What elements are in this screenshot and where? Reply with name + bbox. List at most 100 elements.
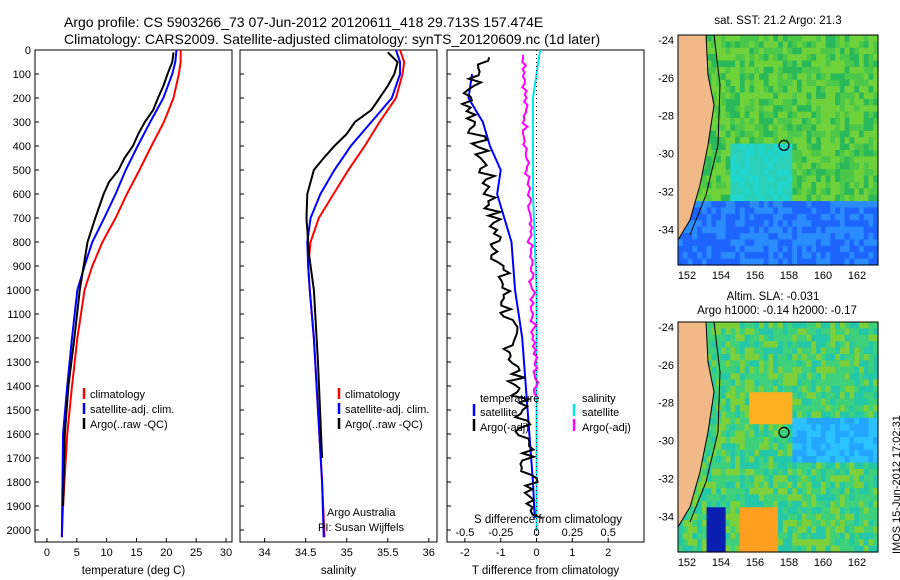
lon-tick-label: 162 xyxy=(848,270,866,282)
map-cell xyxy=(806,398,812,406)
map-cell xyxy=(787,111,793,119)
map-cell xyxy=(687,545,693,553)
map-cell xyxy=(778,430,784,438)
map-cell xyxy=(854,443,860,451)
map-cell xyxy=(801,507,808,515)
map-cell xyxy=(825,341,831,349)
map-cell xyxy=(758,360,765,368)
map-cell xyxy=(844,475,851,483)
map-cell xyxy=(873,86,879,94)
map-cell xyxy=(820,169,827,177)
map-cell xyxy=(787,169,793,177)
map-cell xyxy=(797,545,803,553)
map-cell xyxy=(735,47,741,55)
map-cell xyxy=(835,545,841,553)
map-cell xyxy=(711,181,717,189)
map-cell xyxy=(820,507,827,515)
map-cell xyxy=(797,366,803,374)
map-cell xyxy=(873,475,879,483)
map-cell xyxy=(778,417,784,425)
map-cell xyxy=(854,92,860,100)
map-cell xyxy=(792,60,798,68)
map-cell xyxy=(763,379,770,387)
panel-frame xyxy=(34,49,233,543)
map-cell xyxy=(868,532,874,540)
map-cell xyxy=(758,213,765,221)
map-cell xyxy=(744,169,751,177)
map-cell xyxy=(773,188,779,196)
map-cell xyxy=(854,169,860,177)
map-cell xyxy=(739,507,746,515)
map-cell xyxy=(730,500,736,508)
map-cell xyxy=(830,207,836,215)
map-cell xyxy=(720,92,727,100)
map-cell xyxy=(716,456,722,464)
map-cell xyxy=(806,201,812,209)
map-cell xyxy=(863,424,870,432)
map-cell xyxy=(801,417,808,425)
map-cell xyxy=(725,341,731,349)
map-cell xyxy=(797,226,803,234)
map-cell xyxy=(839,245,846,253)
map-cell xyxy=(758,500,765,508)
map-cell xyxy=(811,475,817,483)
map-cell xyxy=(725,405,731,413)
map-cell xyxy=(844,105,851,113)
map-cell xyxy=(806,213,812,221)
map-cell xyxy=(830,520,836,528)
map-cell xyxy=(797,118,803,126)
series-argo-raw-qc- xyxy=(62,52,175,507)
map-cell xyxy=(863,207,870,215)
map-cell xyxy=(716,347,722,355)
map-cell xyxy=(811,462,817,470)
map-cell xyxy=(706,181,712,189)
map-cell xyxy=(744,124,751,132)
map-cell xyxy=(730,35,736,42)
map-cell xyxy=(720,539,727,547)
map-cell xyxy=(792,41,798,49)
map-cell xyxy=(849,86,855,94)
map-cell xyxy=(801,494,808,502)
map-cell xyxy=(820,156,827,164)
map-cell xyxy=(706,475,712,483)
map-cell xyxy=(773,468,779,476)
map-cell xyxy=(744,73,751,81)
map-cell xyxy=(773,98,779,106)
map-cell xyxy=(735,532,741,540)
map-cell xyxy=(797,181,803,189)
map-cell xyxy=(811,456,817,464)
map-cell xyxy=(773,456,779,464)
map-cell xyxy=(744,532,751,540)
map-cell xyxy=(735,526,741,534)
map-cell xyxy=(706,449,712,457)
map-cell xyxy=(778,169,784,177)
map-cell xyxy=(830,226,836,234)
map-cell xyxy=(716,162,722,170)
map-cell xyxy=(868,456,874,464)
map-cell xyxy=(830,353,836,361)
map-cell xyxy=(768,35,774,42)
map-cell xyxy=(844,398,851,406)
map-cell xyxy=(692,213,698,221)
map-cell xyxy=(873,526,879,534)
map-cell xyxy=(820,545,827,553)
map-cell xyxy=(711,137,717,145)
map-cell xyxy=(735,92,741,100)
map-cell xyxy=(730,150,736,157)
map-cell xyxy=(687,239,693,247)
map-cell xyxy=(825,181,831,189)
map-cell xyxy=(763,500,770,508)
map-cell xyxy=(801,366,808,374)
map-cell xyxy=(744,373,751,381)
map-cell xyxy=(782,245,789,253)
map-cell xyxy=(820,194,827,202)
map-cell xyxy=(739,353,746,361)
map-cell xyxy=(849,341,855,349)
map-cell xyxy=(787,353,793,361)
map-cell xyxy=(811,328,817,336)
map-cell xyxy=(825,360,831,368)
map-cell xyxy=(754,545,760,553)
map-cell xyxy=(792,424,798,432)
map-cell xyxy=(763,398,770,406)
map-cell xyxy=(711,239,717,247)
